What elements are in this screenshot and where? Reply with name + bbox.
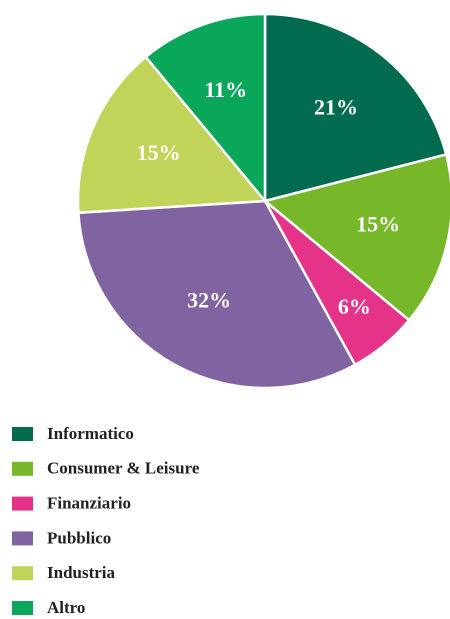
legend-label: Finanziario (47, 494, 131, 513)
legend-swatch (12, 461, 33, 476)
pie-slice (77, 199, 357, 390)
value-label: 32% (187, 288, 231, 313)
pie-slice (262, 152, 450, 322)
value-label: 11% (204, 77, 247, 102)
legend-swatch (12, 496, 33, 511)
legend-label: Industria (47, 563, 116, 582)
legend-label: Pubblico (47, 528, 111, 547)
value-label: 6% (338, 294, 371, 319)
value-label: 15% (356, 211, 400, 236)
value-label: 15% (137, 140, 181, 165)
legend-label: Informatico (47, 424, 134, 443)
pie-slice (144, 12, 267, 205)
legend-swatch (12, 427, 33, 441)
legend-swatch (12, 566, 33, 581)
legend-swatch (12, 531, 33, 546)
legend-label: Consumer & Leisure (47, 459, 200, 478)
legend-swatch (12, 601, 33, 615)
pie-slice (76, 55, 268, 215)
legend-label: Altro (47, 598, 85, 617)
value-label: 21% (314, 94, 358, 119)
pie-slice (263, 12, 448, 203)
